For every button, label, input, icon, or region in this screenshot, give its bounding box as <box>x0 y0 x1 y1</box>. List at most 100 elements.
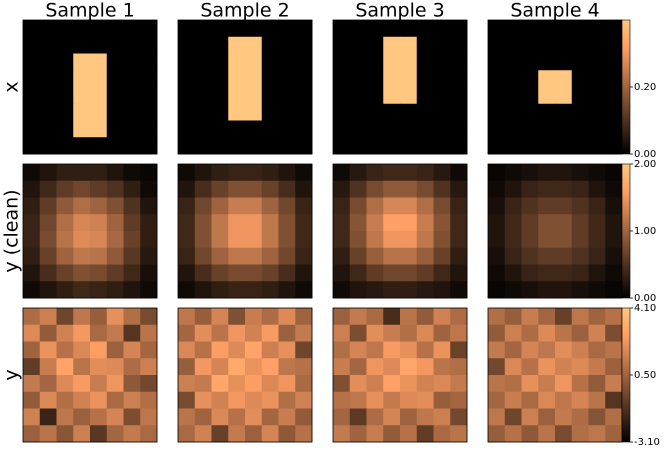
heatmap-cell <box>211 425 229 443</box>
heatmap-cell <box>56 425 74 443</box>
heatmap-cell <box>366 36 384 54</box>
heatmap-cell <box>106 120 124 138</box>
heatmap-cell <box>73 214 91 232</box>
heatmap-cell <box>416 180 434 198</box>
heatmap-cell <box>245 120 263 138</box>
heatmap-cell <box>588 87 606 105</box>
heatmap-cell <box>383 231 401 249</box>
heatmap-cell <box>571 324 589 342</box>
heatmap-cell <box>488 375 506 393</box>
heatmap-cell <box>178 36 196 54</box>
heatmap-cell <box>588 120 606 138</box>
heatmap-cell <box>140 87 158 105</box>
heatmap-cell <box>295 197 313 215</box>
heatmap-cell <box>383 53 401 71</box>
heatmap-cell <box>295 231 313 249</box>
heatmap-cell <box>588 264 606 282</box>
heatmap-cell <box>245 214 263 232</box>
heatmap-cell <box>383 341 401 359</box>
heatmap-cell <box>349 120 367 138</box>
heatmap-cell <box>400 308 418 326</box>
heatmap-cell <box>504 231 522 249</box>
heatmap-cell <box>555 197 573 215</box>
heatmap-cell <box>433 341 451 359</box>
heatmap-cell <box>123 197 141 215</box>
heatmap-cell <box>605 214 623 232</box>
heatmap-cell <box>245 231 263 249</box>
heatmap-cell <box>106 180 124 198</box>
heatmap-cell <box>416 264 434 282</box>
heatmap-cell <box>23 247 41 265</box>
heatmap-cell <box>90 375 108 393</box>
heatmap-cell <box>228 70 246 88</box>
heatmap-cell <box>228 264 246 282</box>
heatmap-cell <box>433 264 451 282</box>
heatmap-cell <box>555 87 573 105</box>
heatmap-cell <box>555 247 573 265</box>
heatmap-cell <box>178 180 196 198</box>
colorbar-tick-label: 2.00 <box>634 159 656 170</box>
heatmap-cell <box>39 341 57 359</box>
heatmap-cell <box>211 87 229 105</box>
heatmap-cell <box>194 425 212 443</box>
heatmap-cell <box>39 214 57 232</box>
heatmap-cell <box>504 164 522 182</box>
heatmap-cell <box>349 197 367 215</box>
heatmap-cell <box>278 137 296 155</box>
heatmap-cell <box>450 341 468 359</box>
heatmap-cell <box>211 358 229 376</box>
heatmap-cell <box>450 20 468 38</box>
heatmap-cell <box>450 281 468 299</box>
heatmap-cell <box>588 391 606 409</box>
heatmap-cell <box>488 137 506 155</box>
heatmap-cell <box>140 408 158 426</box>
heatmap-cell <box>366 341 384 359</box>
heatmap-cell <box>23 308 41 326</box>
heatmap-cell <box>261 53 279 71</box>
heatmap-cell <box>211 408 229 426</box>
heatmap-cell <box>366 164 384 182</box>
heatmap-cell <box>106 264 124 282</box>
heatmap-cell <box>400 264 418 282</box>
heatmap-cell <box>178 231 196 249</box>
heatmap-cell <box>106 197 124 215</box>
heatmap-cell <box>90 324 108 342</box>
heatmap-cell <box>295 214 313 232</box>
heatmap-cell <box>349 53 367 71</box>
heatmap-cell <box>538 247 556 265</box>
heatmap-cell <box>366 103 384 121</box>
heatmap-cell <box>349 20 367 38</box>
heatmap-cell <box>278 324 296 342</box>
heatmap-cell <box>366 264 384 282</box>
heatmap-cell <box>416 358 434 376</box>
heatmap-cell <box>605 247 623 265</box>
heatmap-cell <box>450 375 468 393</box>
heatmap-cell <box>588 137 606 155</box>
heatmap-cell <box>194 36 212 54</box>
heatmap-cell <box>433 180 451 198</box>
heatmap-cell <box>245 281 263 299</box>
heatmap-cell <box>261 20 279 38</box>
heatmap-cell <box>178 358 196 376</box>
heatmap-cell <box>39 87 57 105</box>
heatmap-cell <box>450 264 468 282</box>
heatmap-cell <box>366 281 384 299</box>
heatmap-cell <box>123 20 141 38</box>
heatmap-cell <box>400 70 418 88</box>
heatmap-cell <box>261 70 279 88</box>
heatmap-cell <box>521 53 539 71</box>
heatmap-cell <box>416 425 434 443</box>
heatmap-cell <box>588 70 606 88</box>
heatmap-cell <box>333 425 351 443</box>
heatmap-cell <box>571 264 589 282</box>
heatmap-cell <box>106 324 124 342</box>
heatmap-cell <box>555 231 573 249</box>
heatmap-cell <box>295 375 313 393</box>
heatmap-cell <box>366 180 384 198</box>
heatmap-cell <box>333 375 351 393</box>
heatmap-cell <box>23 375 41 393</box>
heatmap-cell <box>605 137 623 155</box>
heatmap-cell <box>194 87 212 105</box>
heatmap-cell <box>571 214 589 232</box>
heatmap-cell <box>349 281 367 299</box>
